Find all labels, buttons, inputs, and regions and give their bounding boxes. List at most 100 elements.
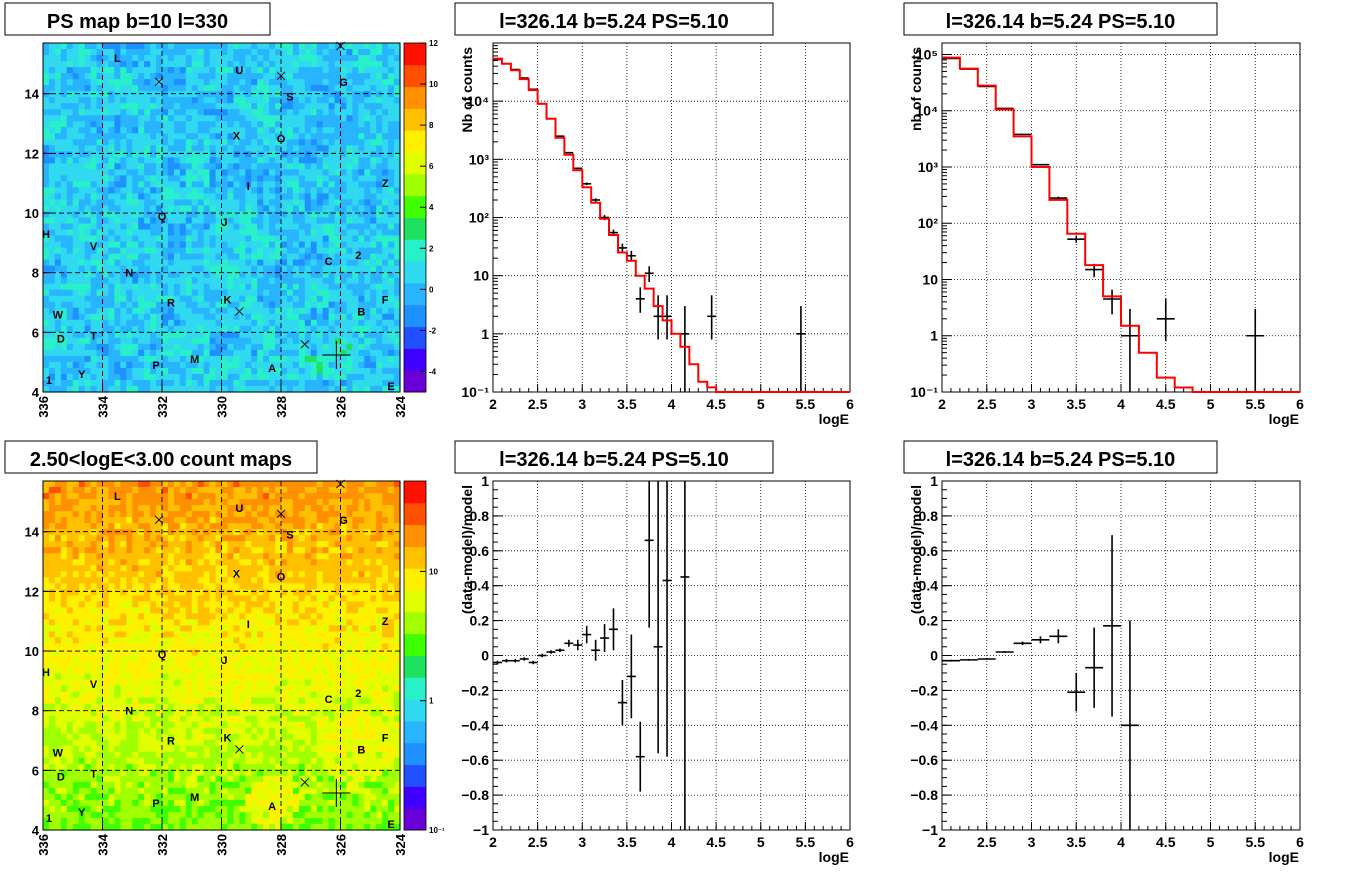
heatmap-cell [328, 253, 336, 261]
heatmap-cell [346, 193, 353, 201]
heatmap-cell [209, 181, 217, 189]
source-label-1: 1 [46, 375, 52, 387]
heatmap-cell [364, 85, 371, 92]
heatmap-cell [221, 313, 229, 321]
heatmap-cell [78, 55, 86, 62]
heatmap-cell [48, 523, 56, 530]
heatmap-cell [382, 205, 389, 213]
heatmap-cell [150, 385, 157, 393]
heatmap-cell [54, 217, 62, 225]
heatmap-cell [156, 283, 163, 291]
heatmap-cell [269, 181, 276, 189]
heatmap-cell [144, 103, 151, 110]
heatmap-cell [239, 307, 246, 315]
heatmap-cell [54, 85, 62, 92]
heatmap-cell [382, 379, 389, 387]
y-tick-label: 10⁻¹ [910, 384, 938, 400]
heatmap-cell [114, 61, 121, 68]
heatmap-cell [298, 181, 306, 189]
heatmap-cell [48, 745, 56, 753]
heatmap-cell [245, 169, 252, 176]
heatmap-cell [120, 223, 127, 231]
heatmap-cell [60, 361, 68, 369]
heatmap-cell [90, 151, 98, 158]
heatmap-cell [215, 157, 223, 164]
heatmap-cell [120, 151, 127, 158]
heatmap-cell [364, 115, 371, 122]
heatmap-cell [150, 187, 157, 195]
heatmap-cell [132, 721, 139, 729]
heatmap-cell [286, 193, 294, 201]
heatmap-cell [72, 781, 80, 789]
heatmap-cell [334, 103, 342, 110]
heatmap-cell [263, 211, 270, 219]
heatmap-cell [239, 139, 246, 146]
heatmap-cell [209, 79, 217, 86]
heatmap-cell [132, 733, 139, 741]
heatmap-cell [292, 325, 300, 333]
heatmap-cell [310, 61, 318, 68]
heatmap-cell [382, 385, 389, 393]
heatmap-cell [197, 43, 205, 50]
heatmap-cell [43, 127, 50, 134]
heatmap-cell [150, 85, 157, 92]
heatmap-cell [150, 277, 157, 285]
heatmap-cell [48, 385, 56, 393]
heatmap-cell [72, 727, 80, 735]
heatmap-cell [60, 511, 68, 518]
heatmap-cell [346, 331, 353, 339]
heatmap-cell [191, 121, 199, 128]
heatmap-cell [108, 133, 115, 140]
heatmap-cell [144, 343, 151, 351]
heatmap-cell [364, 355, 371, 363]
heatmap-cell [316, 199, 324, 207]
heatmap-cell [114, 805, 121, 813]
heatmap-cell [197, 319, 205, 327]
heatmap-cell [114, 283, 121, 291]
heatmap-cell [275, 91, 282, 98]
heatmap-cell [191, 61, 199, 68]
heatmap-cell [90, 787, 98, 795]
heatmap-cell [322, 121, 330, 128]
heatmap-cell [352, 229, 359, 237]
heatmap-cell [322, 313, 330, 321]
heatmap-cell [78, 811, 86, 819]
heatmap-cell [96, 637, 104, 645]
heatmap-cell [144, 505, 151, 512]
heatmap-cell [292, 121, 300, 128]
heatmap-cell [346, 367, 353, 375]
heatmap-cell [263, 103, 270, 110]
heatmap-cell [263, 379, 270, 387]
heatmap-cell [286, 343, 294, 351]
heatmap-cell [376, 55, 383, 62]
heatmap-cell [281, 355, 288, 363]
heatmap-cell [322, 355, 330, 363]
heatmap-cell [263, 355, 270, 363]
heatmap-cell [394, 103, 401, 110]
heatmap-cell [96, 109, 104, 116]
heatmap-cell [322, 205, 330, 213]
heatmap-cell [376, 247, 383, 255]
heatmap-cell [304, 169, 312, 176]
heatmap-cell [191, 313, 199, 321]
heatmap-cell [60, 49, 68, 56]
heatmap-cell [298, 139, 306, 146]
heatmap-cell [269, 109, 276, 116]
heatmap-cell [197, 109, 205, 116]
heatmap-cell [191, 379, 199, 387]
heatmap-cell [239, 43, 246, 50]
heatmap-cell [257, 343, 264, 351]
heatmap-cell [215, 175, 223, 182]
heatmap-cell [239, 253, 246, 261]
heatmap-cell [84, 193, 92, 201]
heatmap-cell [114, 115, 121, 122]
heatmap-cell [167, 253, 175, 261]
heatmap-cell [257, 349, 264, 357]
heatmap-cell [179, 283, 187, 291]
heatmap-cell [251, 271, 258, 279]
heatmap-cell [382, 307, 389, 315]
heatmap-cell [102, 217, 110, 225]
heatmap-cell [72, 583, 80, 590]
heatmap-cell [114, 139, 121, 146]
heatmap-cell [48, 793, 56, 801]
